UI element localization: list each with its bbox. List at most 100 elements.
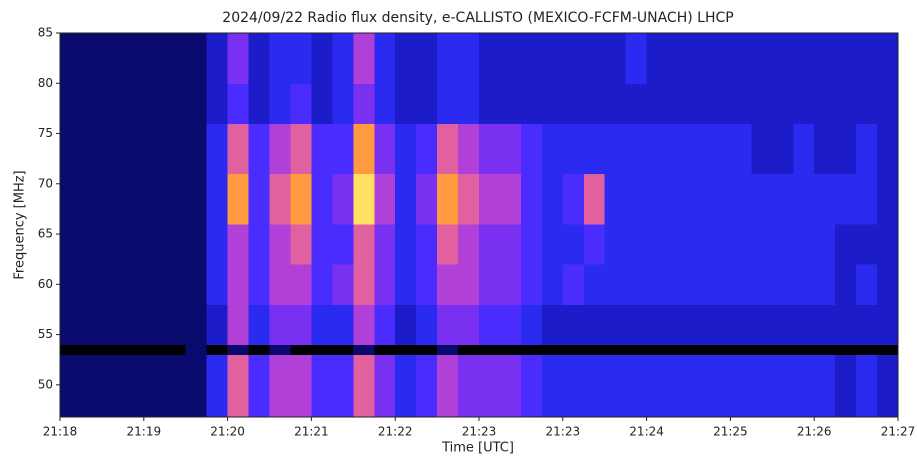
cell: [667, 33, 689, 84]
cell: [562, 344, 585, 356]
cell: [772, 304, 794, 346]
cell: [269, 123, 291, 175]
x-tick-label: 21:25: [713, 425, 748, 439]
cell: [143, 354, 166, 418]
cell: [185, 354, 208, 418]
cell: [206, 33, 229, 84]
cell: [688, 354, 710, 418]
cell: [437, 304, 459, 346]
cell: [479, 223, 501, 265]
cell: [311, 223, 333, 265]
y-tick-label: 70: [38, 176, 53, 190]
cell: [458, 173, 480, 225]
cell: [625, 304, 648, 346]
cell: [143, 123, 166, 175]
cell: [164, 173, 187, 225]
cell: [227, 304, 250, 346]
cell: [625, 83, 648, 124]
cell: [646, 223, 669, 265]
cell: [374, 173, 396, 225]
cell: [751, 264, 773, 305]
cell: [688, 344, 710, 356]
cell: [814, 123, 836, 175]
cell: [80, 354, 103, 418]
cell: [206, 173, 229, 225]
cell: [877, 354, 899, 418]
cell: [185, 173, 208, 225]
cell: [80, 173, 103, 225]
cell: [646, 344, 669, 356]
x-tick-label: 21:23: [462, 425, 497, 439]
cell: [227, 83, 250, 124]
cell: [688, 304, 710, 346]
cell: [206, 223, 229, 265]
cell: [730, 123, 752, 175]
cell: [479, 33, 501, 84]
cell: [143, 173, 166, 225]
cell: [332, 33, 354, 84]
cell: [479, 344, 501, 356]
cell: [520, 354, 543, 418]
cell: [520, 344, 543, 356]
cell: [835, 344, 857, 356]
cell: [290, 83, 312, 124]
cell: [206, 344, 229, 356]
cell: [206, 264, 229, 305]
cell: [520, 223, 543, 265]
cell: [185, 344, 208, 356]
cell: [374, 264, 396, 305]
cell: [60, 223, 82, 265]
cell: [437, 123, 459, 175]
cell: [793, 344, 815, 356]
cell: [60, 264, 82, 305]
cell: [416, 264, 438, 305]
cell: [290, 344, 312, 356]
cell: [814, 264, 836, 305]
cell: [353, 33, 375, 84]
cell: [667, 344, 689, 356]
cell: [604, 304, 627, 346]
cell: [374, 83, 396, 124]
cell: [458, 83, 480, 124]
cell: [667, 354, 689, 418]
cell: [269, 344, 291, 356]
cell: [835, 33, 857, 84]
cell: [709, 354, 731, 418]
cell: [583, 223, 606, 265]
cell: [60, 173, 82, 225]
cell: [646, 33, 669, 84]
cell: [269, 304, 291, 346]
cell: [290, 354, 312, 418]
cell: [499, 344, 522, 356]
x-axis-label: Time [UTC]: [441, 441, 514, 456]
cell: [772, 223, 794, 265]
cell: [625, 33, 648, 84]
cell: [793, 173, 815, 225]
cell: [164, 264, 187, 305]
cell: [877, 223, 899, 265]
cell: [835, 264, 857, 305]
cell: [332, 354, 354, 418]
cell: [814, 223, 836, 265]
cell: [814, 173, 836, 225]
cell: [877, 123, 899, 175]
cell: [332, 223, 354, 265]
cell: [227, 123, 250, 175]
cell: [604, 354, 627, 418]
cell: [416, 33, 438, 84]
cell: [562, 354, 585, 418]
cell: [185, 123, 208, 175]
cell: [164, 304, 187, 346]
cell: [311, 173, 333, 225]
cell: [604, 33, 627, 84]
cell: [416, 344, 438, 356]
cell: [835, 304, 857, 346]
cell: [856, 264, 878, 305]
cell: [499, 264, 522, 305]
cell: [206, 354, 229, 418]
x-tick-label: 21:26: [797, 425, 832, 439]
cell: [646, 173, 669, 225]
cell: [479, 354, 501, 418]
cell: [604, 173, 627, 225]
cell: [646, 123, 669, 175]
